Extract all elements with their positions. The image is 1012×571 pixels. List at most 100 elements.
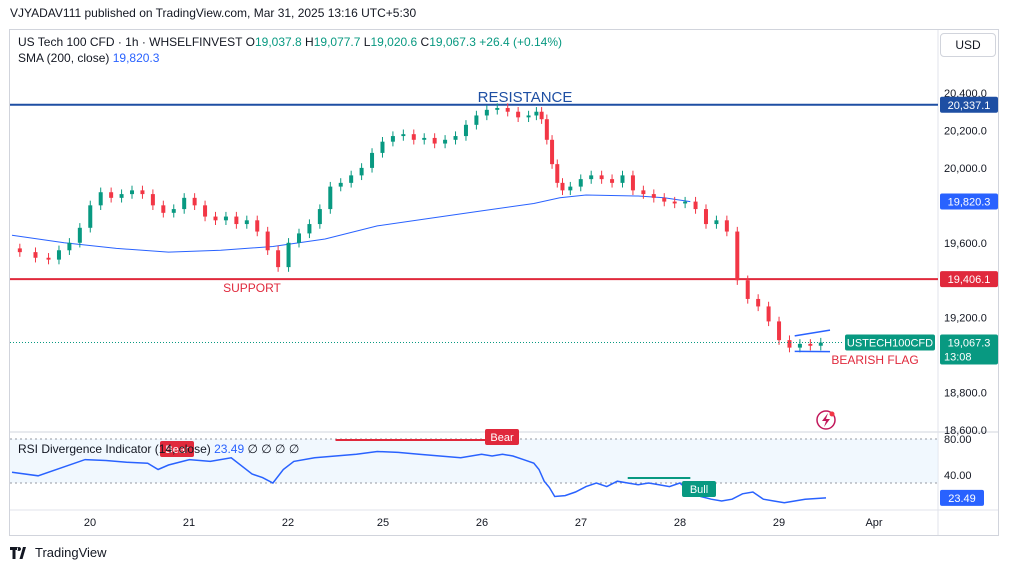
candle-body — [130, 190, 135, 195]
ohlc-open: O19,037.8 — [246, 35, 302, 49]
candle-body — [192, 197, 197, 206]
ohlc-low-value: 19,020.6 — [370, 35, 418, 49]
candle-body — [589, 175, 594, 180]
pattern-label: BEARISH FLAG — [831, 353, 918, 367]
last-price-label: 19,067.3 — [948, 338, 991, 350]
candle-body — [544, 119, 549, 140]
candle-body — [223, 216, 228, 221]
candle-body — [495, 107, 500, 110]
resistance-label: RESISTANCE — [478, 89, 573, 106]
candle-body — [77, 227, 82, 243]
candle-body — [555, 164, 560, 183]
symbol-badge-label: USTECH100CFD — [847, 338, 933, 350]
candle-body — [620, 175, 625, 183]
candle-body — [349, 175, 354, 183]
candle-body — [630, 175, 635, 191]
candle-body — [453, 136, 458, 140]
candle-body — [88, 205, 93, 228]
tradingview-footer[interactable]: TradingView — [10, 545, 107, 560]
symbol-badge — [845, 334, 935, 351]
candle-body — [745, 280, 750, 299]
candle-body — [380, 141, 385, 153]
candle-body — [338, 182, 343, 187]
time-tick-label: 22 — [282, 517, 294, 529]
candle-body — [578, 179, 583, 187]
candle-body — [255, 220, 260, 232]
rsi-value-badge-label: 23.49 — [948, 493, 976, 505]
candle-body — [296, 233, 301, 243]
candle-body — [98, 192, 103, 206]
candle-body — [150, 194, 155, 206]
ohlc-open-label: O — [245, 35, 255, 49]
level-price-label: 19,406.1 — [948, 274, 991, 286]
candle-body — [370, 152, 375, 168]
level-price-label: 20,337.1 — [948, 100, 991, 112]
candle-body — [161, 205, 166, 213]
price-tick-label: 19,200.0 — [944, 313, 987, 325]
currency-button[interactable]: USD — [940, 33, 996, 57]
candle-body — [140, 190, 145, 195]
candle-body — [714, 220, 719, 225]
candle-body — [443, 139, 448, 144]
candle-body — [422, 137, 427, 140]
candle-body — [777, 321, 782, 341]
ohlc-open-value: 19,037.8 — [254, 35, 302, 49]
ohlc-high: H19,077.7 — [305, 35, 360, 49]
candle-body — [797, 343, 802, 348]
price-tick-label: 19,600.0 — [944, 238, 987, 250]
candle-body — [56, 250, 61, 260]
ohlc-high-label: H — [305, 35, 314, 49]
candle-body — [599, 175, 604, 180]
bear-signal-badge-label: Bear — [490, 432, 514, 444]
candle-body — [787, 340, 792, 348]
ohlc-close-value: 19,067.3 — [429, 35, 476, 49]
candle-body — [703, 209, 708, 225]
candle-body — [568, 186, 573, 191]
bear-signal-badge — [160, 441, 194, 457]
ohlc-low: L19,020.6 — [364, 35, 417, 49]
candle-body — [560, 182, 565, 191]
candle-body — [672, 201, 677, 204]
rsi-legend[interactable]: RSI Divergence Indicator (14, close) 23.… — [18, 442, 299, 456]
rsi-extras: ∅ ∅ ∅ ∅ — [247, 442, 300, 456]
candle-body — [432, 137, 437, 144]
candle-body — [693, 201, 698, 210]
candle-body — [265, 231, 270, 251]
candle-body — [484, 109, 489, 116]
lightning-bolt-icon — [822, 413, 830, 427]
candle-body — [307, 224, 312, 234]
candle-body — [328, 186, 333, 210]
candle-body — [683, 201, 688, 204]
candle-body — [203, 205, 208, 217]
bear-signal-badge-label: Bear — [165, 444, 189, 456]
candle-body — [534, 111, 539, 116]
candle-body — [539, 111, 544, 120]
candle-body — [756, 298, 761, 307]
rsi-tick-label: 40.00 — [944, 470, 972, 482]
sma-price-label: 19,820.3 — [948, 197, 991, 209]
candle-body — [516, 111, 521, 118]
ohlc-change: +26.4 (+0.14%) — [479, 35, 562, 49]
notification-dot-icon — [829, 411, 835, 417]
candle-body — [33, 252, 38, 258]
rsi-value-badge — [940, 489, 984, 506]
tradingview-logo-icon — [10, 546, 26, 559]
price-tick-label: 18,800.0 — [944, 388, 987, 400]
rsi-line — [11, 450, 827, 504]
candle-body — [46, 257, 51, 260]
price-tick-label: 20,000.0 — [944, 163, 987, 175]
candle-body — [818, 342, 823, 346]
ohlc-low-label: L — [363, 35, 371, 49]
time-tick-label: 29 — [773, 517, 785, 529]
sma-legend[interactable]: SMA (200, close) 19,820.3 — [18, 51, 159, 65]
candle-body — [526, 115, 531, 118]
candle-body — [244, 220, 249, 225]
candle-body — [359, 167, 364, 176]
candle-body — [463, 124, 468, 137]
candle-body — [182, 197, 187, 210]
candle-body — [610, 179, 615, 183]
candle-body — [505, 107, 510, 112]
symbol-legend: US Tech 100 CFD · 1h · WHSELFINVEST O19,… — [18, 35, 562, 49]
level-price-badge — [940, 96, 998, 113]
